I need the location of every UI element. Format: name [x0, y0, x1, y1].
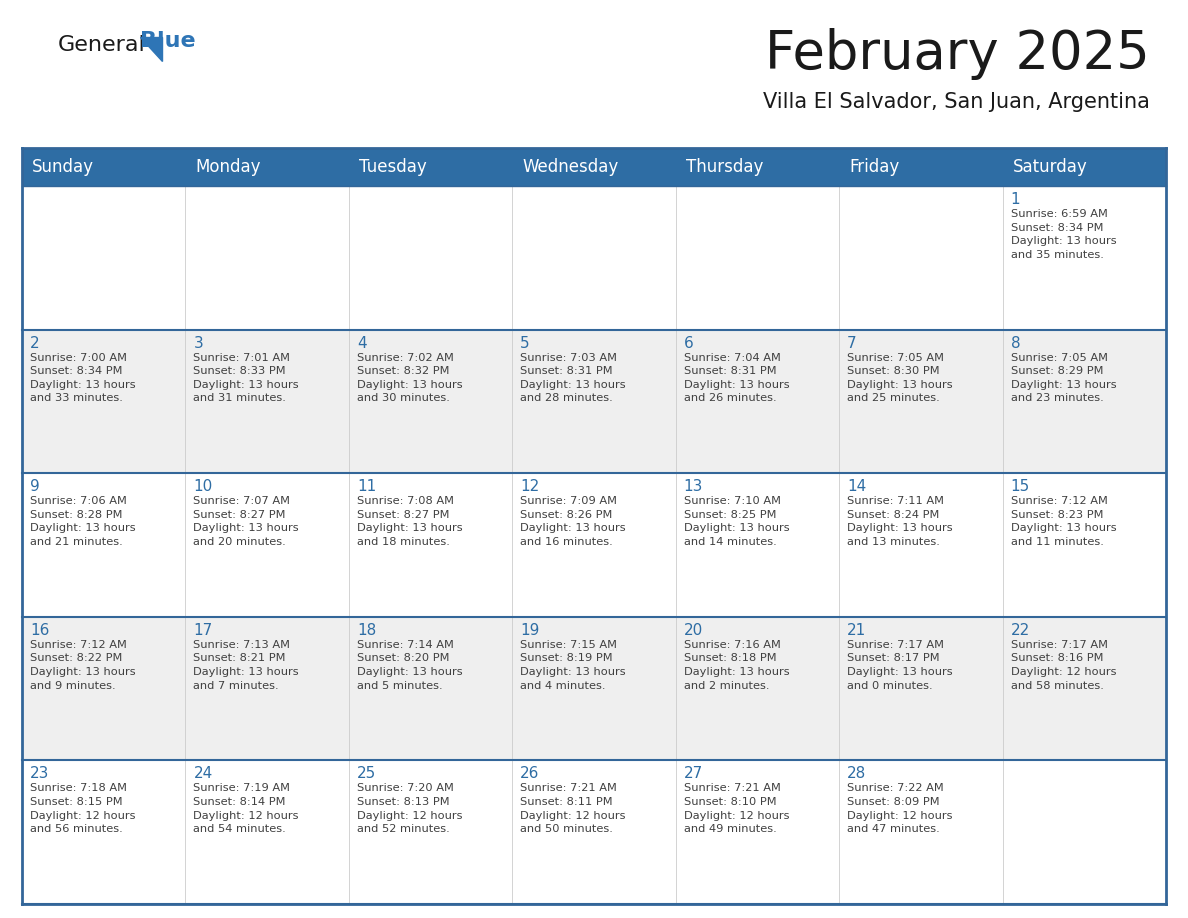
Bar [23, 330, 1165, 473]
Text: 9: 9 [30, 479, 39, 494]
Text: Sunrise: 6:59 AM
Sunset: 8:34 PM
Daylight: 13 hours
and 35 minutes.: Sunrise: 6:59 AM Sunset: 8:34 PM Dayligh… [1011, 209, 1117, 260]
Bar [23, 760, 1165, 904]
Text: 8: 8 [1011, 336, 1020, 351]
Text: 19: 19 [520, 622, 539, 638]
Text: Sunrise: 7:15 AM
Sunset: 8:19 PM
Daylight: 13 hours
and 4 minutes.: Sunrise: 7:15 AM Sunset: 8:19 PM Dayligh… [520, 640, 626, 690]
Text: Sunrise: 7:12 AM
Sunset: 8:23 PM
Daylight: 13 hours
and 11 minutes.: Sunrise: 7:12 AM Sunset: 8:23 PM Dayligh… [1011, 497, 1117, 547]
Text: Sunrise: 7:01 AM
Sunset: 8:33 PM
Daylight: 13 hours
and 31 minutes.: Sunrise: 7:01 AM Sunset: 8:33 PM Dayligh… [194, 353, 299, 403]
Text: Sunrise: 7:19 AM
Sunset: 8:14 PM
Daylight: 12 hours
and 54 minutes.: Sunrise: 7:19 AM Sunset: 8:14 PM Dayligh… [194, 783, 299, 834]
Text: 13: 13 [684, 479, 703, 494]
Text: Sunrise: 7:08 AM
Sunset: 8:27 PM
Daylight: 13 hours
and 18 minutes.: Sunrise: 7:08 AM Sunset: 8:27 PM Dayligh… [356, 497, 462, 547]
Text: 10: 10 [194, 479, 213, 494]
Text: Sunrise: 7:00 AM
Sunset: 8:34 PM
Daylight: 13 hours
and 33 minutes.: Sunrise: 7:00 AM Sunset: 8:34 PM Dayligh… [30, 353, 135, 403]
Text: 22: 22 [1011, 622, 1030, 638]
Text: 27: 27 [684, 767, 703, 781]
Bar [23, 617, 1165, 760]
Text: Wednesday: Wednesday [523, 158, 619, 176]
Text: Tuesday: Tuesday [359, 158, 426, 176]
Text: Blue: Blue [140, 31, 196, 51]
Text: Sunrise: 7:14 AM
Sunset: 8:20 PM
Daylight: 13 hours
and 5 minutes.: Sunrise: 7:14 AM Sunset: 8:20 PM Dayligh… [356, 640, 462, 690]
Text: 4: 4 [356, 336, 366, 351]
Text: Sunrise: 7:21 AM
Sunset: 8:10 PM
Daylight: 12 hours
and 49 minutes.: Sunrise: 7:21 AM Sunset: 8:10 PM Dayligh… [684, 783, 789, 834]
Text: Villa El Salvador, San Juan, Argentina: Villa El Salvador, San Juan, Argentina [763, 92, 1150, 112]
Text: 28: 28 [847, 767, 866, 781]
Text: Sunrise: 7:21 AM
Sunset: 8:11 PM
Daylight: 12 hours
and 50 minutes.: Sunrise: 7:21 AM Sunset: 8:11 PM Dayligh… [520, 783, 626, 834]
Text: 7: 7 [847, 336, 857, 351]
Text: Sunrise: 7:06 AM
Sunset: 8:28 PM
Daylight: 13 hours
and 21 minutes.: Sunrise: 7:06 AM Sunset: 8:28 PM Dayligh… [30, 497, 135, 547]
Text: Sunrise: 7:18 AM
Sunset: 8:15 PM
Daylight: 12 hours
and 56 minutes.: Sunrise: 7:18 AM Sunset: 8:15 PM Dayligh… [30, 783, 135, 834]
Text: Sunrise: 7:16 AM
Sunset: 8:18 PM
Daylight: 13 hours
and 2 minutes.: Sunrise: 7:16 AM Sunset: 8:18 PM Dayligh… [684, 640, 789, 690]
Text: 25: 25 [356, 767, 377, 781]
Text: 16: 16 [30, 622, 50, 638]
Text: 1: 1 [1011, 192, 1020, 207]
Text: February 2025: February 2025 [765, 28, 1150, 80]
Bar [23, 148, 1165, 186]
Bar [23, 473, 1165, 617]
Text: Sunrise: 7:05 AM
Sunset: 8:29 PM
Daylight: 13 hours
and 23 minutes.: Sunrise: 7:05 AM Sunset: 8:29 PM Dayligh… [1011, 353, 1117, 403]
Text: Sunrise: 7:04 AM
Sunset: 8:31 PM
Daylight: 13 hours
and 26 minutes.: Sunrise: 7:04 AM Sunset: 8:31 PM Dayligh… [684, 353, 789, 403]
Text: 15: 15 [1011, 479, 1030, 494]
Text: Thursday: Thursday [685, 158, 763, 176]
Text: Sunrise: 7:11 AM
Sunset: 8:24 PM
Daylight: 13 hours
and 13 minutes.: Sunrise: 7:11 AM Sunset: 8:24 PM Dayligh… [847, 497, 953, 547]
Text: 26: 26 [520, 767, 539, 781]
Text: 12: 12 [520, 479, 539, 494]
Text: Sunrise: 7:05 AM
Sunset: 8:30 PM
Daylight: 13 hours
and 25 minutes.: Sunrise: 7:05 AM Sunset: 8:30 PM Dayligh… [847, 353, 953, 403]
Text: Sunday: Sunday [32, 158, 94, 176]
Text: 5: 5 [520, 336, 530, 351]
Text: Sunrise: 7:17 AM
Sunset: 8:16 PM
Daylight: 12 hours
and 58 minutes.: Sunrise: 7:17 AM Sunset: 8:16 PM Dayligh… [1011, 640, 1116, 690]
Text: Sunrise: 7:02 AM
Sunset: 8:32 PM
Daylight: 13 hours
and 30 minutes.: Sunrise: 7:02 AM Sunset: 8:32 PM Dayligh… [356, 353, 462, 403]
Text: 24: 24 [194, 767, 213, 781]
Polygon shape [140, 37, 162, 62]
Text: Sunrise: 7:03 AM
Sunset: 8:31 PM
Daylight: 13 hours
and 28 minutes.: Sunrise: 7:03 AM Sunset: 8:31 PM Dayligh… [520, 353, 626, 403]
Text: Sunrise: 7:07 AM
Sunset: 8:27 PM
Daylight: 13 hours
and 20 minutes.: Sunrise: 7:07 AM Sunset: 8:27 PM Dayligh… [194, 497, 299, 547]
Text: Monday: Monday [196, 158, 261, 176]
Text: 6: 6 [684, 336, 694, 351]
Text: 2: 2 [30, 336, 39, 351]
Text: General: General [58, 35, 146, 55]
Text: Sunrise: 7:10 AM
Sunset: 8:25 PM
Daylight: 13 hours
and 14 minutes.: Sunrise: 7:10 AM Sunset: 8:25 PM Dayligh… [684, 497, 789, 547]
Text: Friday: Friday [849, 158, 899, 176]
Text: 11: 11 [356, 479, 377, 494]
Text: 3: 3 [194, 336, 203, 351]
Text: Sunrise: 7:12 AM
Sunset: 8:22 PM
Daylight: 13 hours
and 9 minutes.: Sunrise: 7:12 AM Sunset: 8:22 PM Dayligh… [30, 640, 135, 690]
Text: Sunrise: 7:13 AM
Sunset: 8:21 PM
Daylight: 13 hours
and 7 minutes.: Sunrise: 7:13 AM Sunset: 8:21 PM Dayligh… [194, 640, 299, 690]
Text: Sunrise: 7:22 AM
Sunset: 8:09 PM
Daylight: 12 hours
and 47 minutes.: Sunrise: 7:22 AM Sunset: 8:09 PM Dayligh… [847, 783, 953, 834]
Text: 23: 23 [30, 767, 50, 781]
Text: 18: 18 [356, 622, 377, 638]
Text: Saturday: Saturday [1012, 158, 1087, 176]
Text: 17: 17 [194, 622, 213, 638]
Text: 21: 21 [847, 622, 866, 638]
Text: Sunrise: 7:17 AM
Sunset: 8:17 PM
Daylight: 13 hours
and 0 minutes.: Sunrise: 7:17 AM Sunset: 8:17 PM Dayligh… [847, 640, 953, 690]
Text: 14: 14 [847, 479, 866, 494]
Text: 20: 20 [684, 622, 703, 638]
Text: Sunrise: 7:20 AM
Sunset: 8:13 PM
Daylight: 12 hours
and 52 minutes.: Sunrise: 7:20 AM Sunset: 8:13 PM Dayligh… [356, 783, 462, 834]
Text: Sunrise: 7:09 AM
Sunset: 8:26 PM
Daylight: 13 hours
and 16 minutes.: Sunrise: 7:09 AM Sunset: 8:26 PM Dayligh… [520, 497, 626, 547]
Bar [23, 186, 1165, 330]
